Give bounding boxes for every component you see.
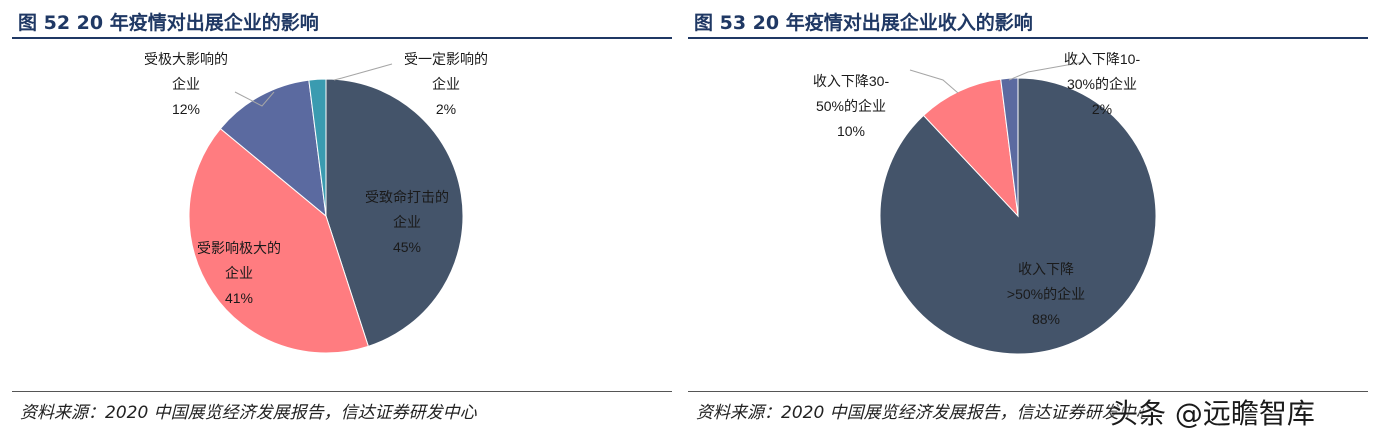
pie-slice xyxy=(1000,77,1019,217)
title-rule xyxy=(12,37,672,39)
figure-52-panel: 图 52 20 年疫情对出展企业的影响 受致命打击的企业 45% 受影响极大的企业 4… xyxy=(12,0,672,446)
figure-title: 图 52 20 年疫情对出展企业的影响 xyxy=(18,12,319,34)
slice-label: 受一定影响的企业 2% xyxy=(404,51,488,117)
slice-label: 受极大影响的企业 12% xyxy=(144,51,228,117)
slice-label: 受致命打击的企业 45% xyxy=(365,189,449,255)
leader-line xyxy=(1008,61,1085,81)
pie-slice xyxy=(325,78,464,347)
slice-label: 收入下降>50%的企业 88% xyxy=(1007,261,1085,327)
watermark: 头条 @远瞻智库 xyxy=(1110,397,1315,430)
pie-slice xyxy=(308,78,327,217)
slice-label: 受影响极大的企业 41% xyxy=(197,240,281,306)
figure-title: 图 53 20 年疫情对出展企业收入的影响 xyxy=(694,12,1033,34)
slice-label: 收入下降10-30%的企业 2% xyxy=(1064,51,1141,117)
leader-line xyxy=(909,69,959,94)
source-rule xyxy=(12,391,672,392)
pie-chart-impact: 受致命打击的企业 45% 受影响极大的企业 41% 受极大影响的企业 12% 受一定影响的企… xyxy=(144,51,488,354)
source-rule xyxy=(688,391,1368,392)
source-note: 资料来源：2020 中国展览经济发展报告，信达证券研发中心 xyxy=(696,403,1153,423)
title-rule xyxy=(688,37,1368,39)
figure-53-panel: 图 53 20 年疫情对出展企业收入的影响 收入下降>50%的企业 88% 收入下降… xyxy=(688,0,1368,446)
pie-slice xyxy=(219,79,327,218)
leader-line xyxy=(234,91,275,107)
slice-label: 收入下降30-50%的企业 10% xyxy=(813,73,890,139)
source-note: 资料来源：2020 中国展览经济发展报告，信达证券研发中心 xyxy=(20,403,477,423)
pie-slice xyxy=(922,78,1019,218)
leader-line xyxy=(333,63,393,81)
pie-chart-revenue-impact: 收入下降>50%的企业 88% 收入下降30-50%的企业 10% 收入下降10-30%… xyxy=(813,51,1157,355)
pie-slice xyxy=(188,127,369,354)
